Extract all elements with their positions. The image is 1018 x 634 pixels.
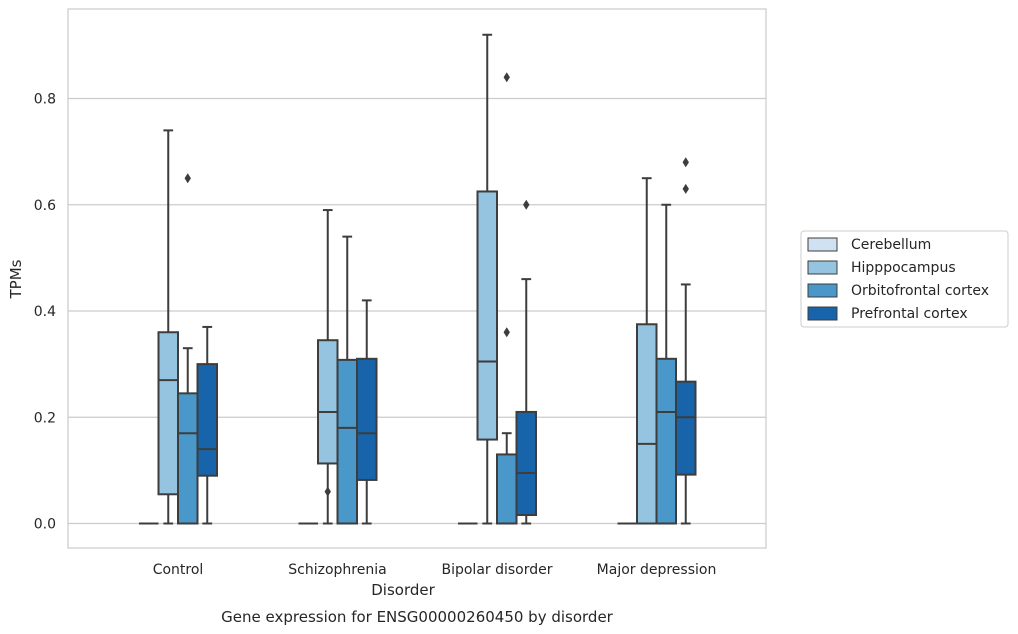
box-body bbox=[636, 323, 658, 525]
box-body bbox=[177, 392, 199, 525]
box-body bbox=[476, 190, 498, 441]
box-hipppocampus bbox=[157, 129, 179, 525]
y-tick-label: 0.4 bbox=[34, 304, 56, 320]
outlier-point bbox=[184, 173, 191, 184]
x-tick-labels: Control Schizophrenia Bipolar disorder Majo… bbox=[153, 562, 717, 578]
legend: Cerebellum Hipppocampus Orbitofrontal cort… bbox=[800, 230, 1009, 328]
box-body bbox=[356, 357, 378, 481]
box-body bbox=[655, 357, 677, 525]
box-prefrontal-cortex bbox=[356, 299, 378, 525]
legend-entry: Hipppocampus bbox=[851, 260, 956, 276]
box-orbitofrontal-cortex bbox=[496, 72, 518, 525]
box-hipppocampus bbox=[317, 209, 339, 525]
x-axis-label: Disorder bbox=[371, 581, 435, 599]
legend-entry: Orbitofrontal cortex bbox=[851, 283, 989, 299]
outlier-point bbox=[503, 72, 510, 83]
y-tick-label: 0.0 bbox=[34, 517, 56, 533]
box-body bbox=[496, 453, 518, 525]
y-tick-label: 0.8 bbox=[34, 92, 56, 108]
y-tick-labels: 0.0 0.2 0.4 0.6 0.8 bbox=[34, 92, 56, 533]
box-body bbox=[675, 380, 697, 476]
outlier-point bbox=[324, 486, 331, 497]
legend-swatch bbox=[807, 237, 838, 252]
x-tick-label: Bipolar disorder bbox=[441, 562, 552, 578]
box-body bbox=[157, 331, 179, 496]
box-orbitofrontal-cortex bbox=[177, 173, 199, 525]
box-body bbox=[317, 339, 339, 465]
outlier-point bbox=[682, 183, 689, 194]
plot-frame bbox=[67, 8, 767, 549]
outlier-point bbox=[682, 157, 689, 168]
figure-caption: Gene expression for ENSG00000260450 by d… bbox=[221, 608, 614, 626]
box-prefrontal-cortex bbox=[515, 199, 537, 525]
y-tick-label: 0.2 bbox=[34, 410, 56, 426]
x-tick-label: Control bbox=[153, 562, 204, 578]
box-prefrontal-cortex bbox=[196, 325, 218, 525]
legend-entry: Prefrontal cortex bbox=[851, 306, 968, 322]
box-orbitofrontal-cortex bbox=[655, 203, 677, 525]
boxes-layer bbox=[139, 33, 697, 525]
box-hipppocampus bbox=[636, 177, 658, 525]
x-tick-label: Schizophrenia bbox=[288, 562, 386, 578]
box-body bbox=[196, 363, 218, 477]
y-tick-label: 0.6 bbox=[34, 198, 56, 214]
box-body bbox=[336, 358, 358, 525]
legend-swatch bbox=[807, 260, 838, 275]
y-axis-label: TPMs bbox=[7, 259, 25, 299]
legend-swatch bbox=[807, 283, 838, 298]
box-hipppocampus bbox=[476, 33, 498, 525]
outlier-point bbox=[503, 327, 510, 338]
box-prefrontal-cortex bbox=[675, 157, 697, 525]
legend-swatch bbox=[807, 306, 838, 321]
outlier-point bbox=[523, 199, 530, 210]
x-tick-label: Major depression bbox=[597, 562, 717, 578]
legend-entry: Cerebellum bbox=[851, 237, 931, 253]
box-body bbox=[515, 410, 537, 516]
legend-frame bbox=[800, 230, 1009, 328]
box-orbitofrontal-cortex bbox=[336, 235, 358, 525]
